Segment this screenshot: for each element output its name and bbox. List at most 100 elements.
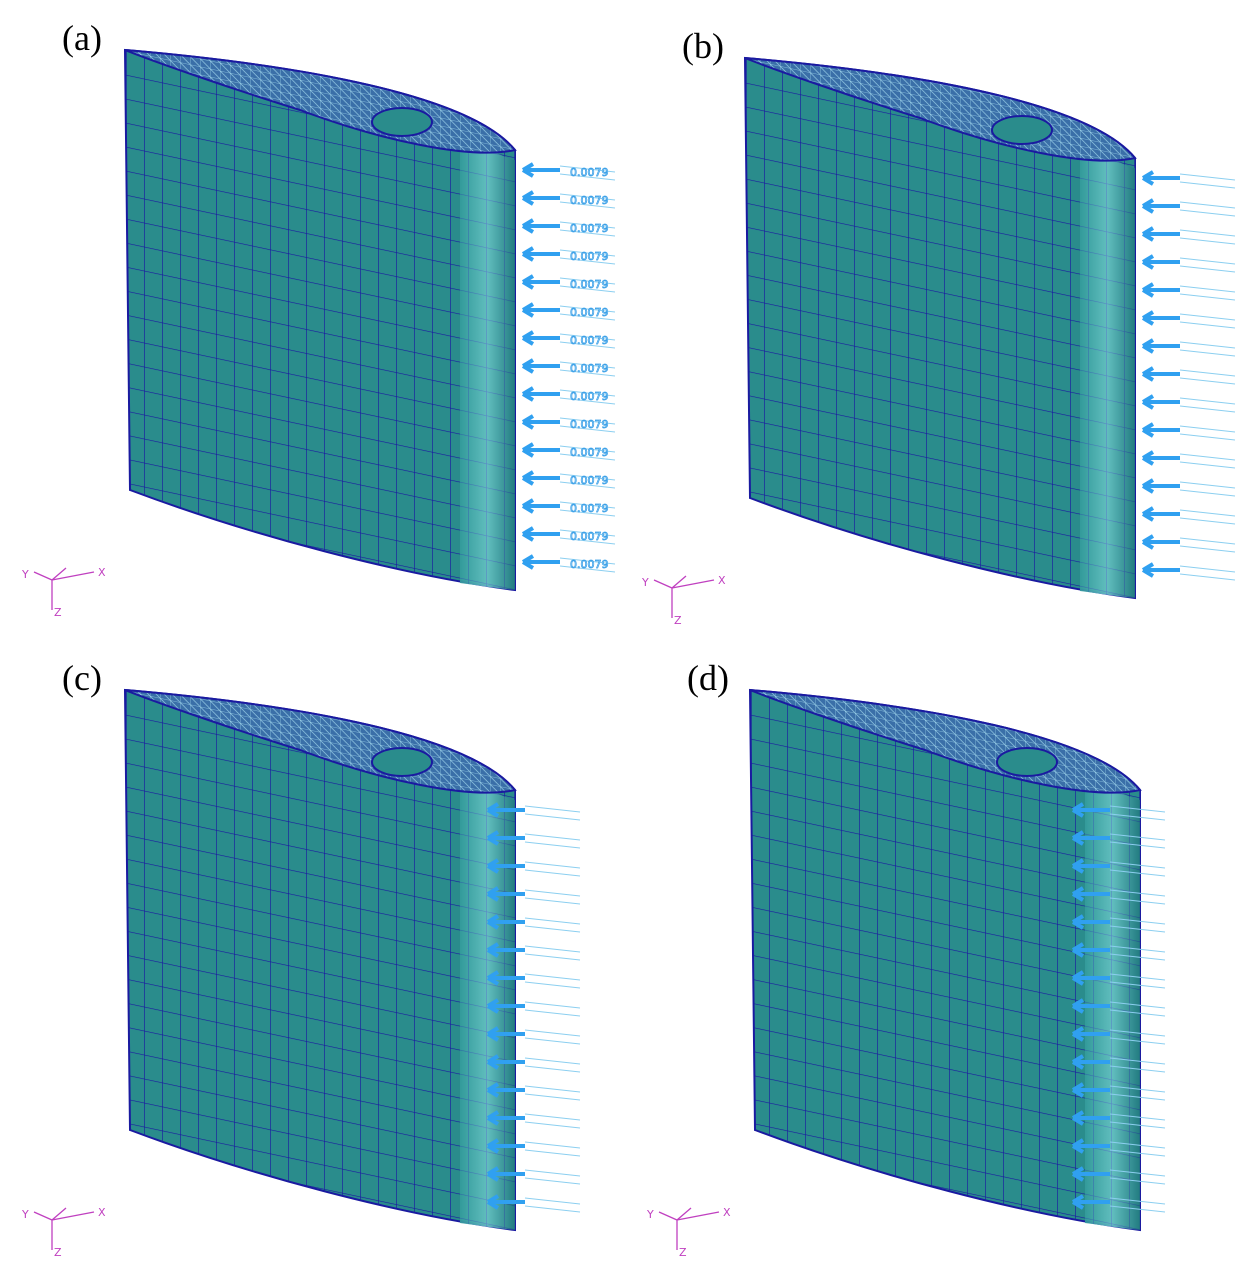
load-arrow [521,526,560,542]
load-arrow [1141,478,1180,494]
load-arrow [1071,802,1110,818]
load-arrow [486,1166,525,1182]
load-label: 0.0079 [570,530,609,543]
load-lines [1109,805,1166,821]
axis-x: X [718,574,726,587]
load-lines [559,277,616,293]
load-lines [1179,453,1236,469]
load-lines [559,193,616,209]
load-arrow [1141,450,1180,466]
load-arrow [1141,170,1180,186]
load-arrow [521,442,560,458]
load-lines [1179,285,1236,301]
load-arrow [486,998,525,1014]
load-lines [524,945,581,961]
axis-y: Y [21,1208,29,1221]
load-lines [524,917,581,933]
load-arrow [1071,1082,1110,1098]
load-arrow [1071,998,1110,1014]
load-arrow [521,386,560,402]
load-lines [524,1169,581,1185]
load-label: 0.0079 [570,250,609,263]
load-lines [1179,397,1236,413]
load-lines [559,333,616,349]
load-arrow [521,414,560,430]
load-lines [1179,257,1236,273]
load-label: 0.0079 [570,474,609,487]
load-arrow [1071,1194,1110,1210]
load-arrow [1071,830,1110,846]
load-lines [1179,173,1236,189]
load-arrow [486,858,525,874]
blade-mesh [124,49,516,591]
load-lines [1109,973,1166,989]
load-lines [559,165,616,181]
load-lines [1179,201,1236,217]
load-lines [1109,1001,1166,1017]
load-arrow [486,970,525,986]
load-arrow [1141,422,1180,438]
load-lines [524,1197,581,1213]
load-arrow [1141,310,1180,326]
load-lines [1109,1085,1166,1101]
load-arrow [1071,886,1110,902]
load-label: 0.0079 [570,418,609,431]
load-lines [559,361,616,377]
load-lines [524,861,581,877]
load-lines [1179,341,1236,357]
load-arrow [1071,1026,1110,1042]
load-lines [559,445,616,461]
load-arrow [521,554,560,570]
load-label: 0.0079 [570,194,609,207]
load-arrow [521,302,560,318]
axis-y: Y [641,576,649,589]
load-lines [1109,1169,1166,1185]
axis-triad [33,1207,95,1250]
load-label: 0.0079 [570,362,609,375]
load-arrow [486,1138,525,1154]
load-arrow [486,802,525,818]
load-lines [524,1001,581,1017]
load-arrow [1071,1138,1110,1154]
load-lines [1109,1057,1166,1073]
load-label: 0.0079 [570,278,609,291]
load-label: 0.0079 [570,558,609,571]
load-label: 0.0079 [570,446,609,459]
load-label: 0.0079 [570,166,609,179]
load-arrow [1071,970,1110,986]
load-label: 0.0079 [570,306,609,319]
load-lines [524,889,581,905]
load-lines [1179,425,1236,441]
load-arrow [1141,198,1180,214]
blade-mesh [744,57,1136,599]
blade-mesh [124,689,516,1231]
load-lines [524,1141,581,1157]
axis-y: Y [21,568,29,581]
panel-label: (c) [62,658,102,698]
load-label: 0.0079 [570,390,609,403]
load-arrow [486,942,525,958]
load-lines [524,973,581,989]
load-lines [1109,1141,1166,1157]
load-arrow [1141,394,1180,410]
load-lines [559,389,616,405]
load-arrow [521,330,560,346]
load-lines [1179,509,1236,525]
load-lines [559,501,616,517]
axis-x: X [98,1206,106,1219]
panel: (b) X Y Z [641,26,1236,627]
load-lines [1179,369,1236,385]
load-arrow [1141,282,1180,298]
axis-z: Z [679,1246,687,1259]
load-arrow [486,1026,525,1042]
load-lines [1179,229,1236,245]
load-lines [1109,945,1166,961]
load-lines [1179,481,1236,497]
load-lines [524,833,581,849]
load-lines [559,249,616,265]
load-arrow [486,914,525,930]
load-arrow [521,274,560,290]
load-arrow [486,1194,525,1210]
load-arrow [1071,1166,1110,1182]
load-lines [559,221,616,237]
